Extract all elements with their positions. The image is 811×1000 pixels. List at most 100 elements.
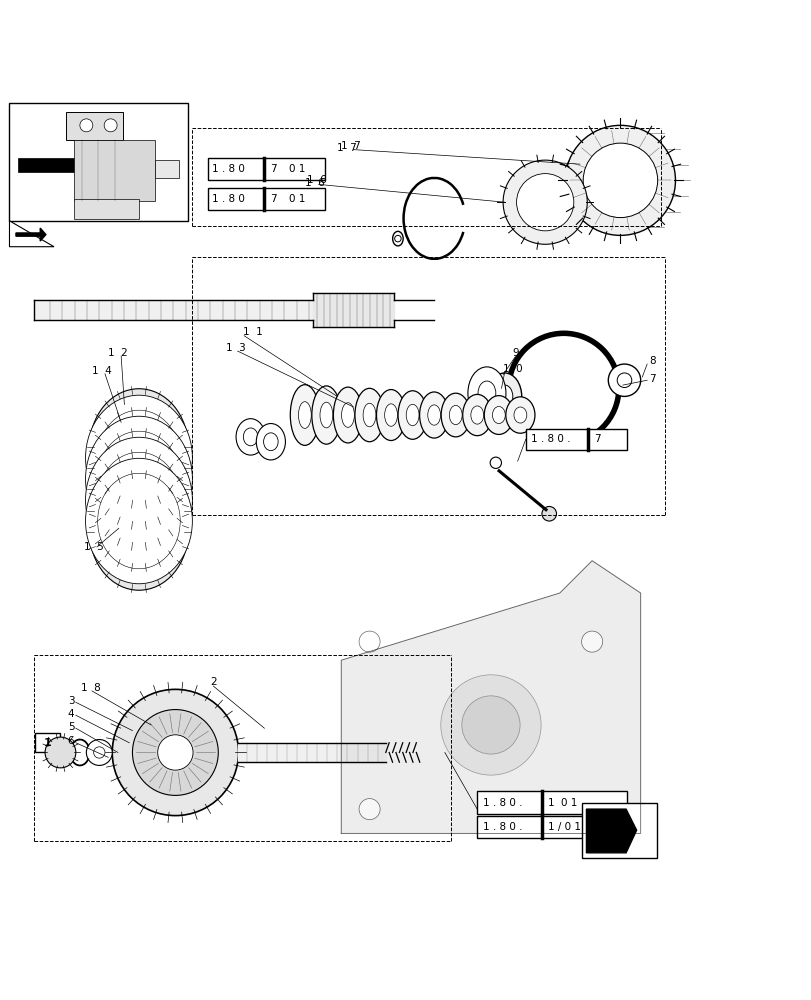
Ellipse shape xyxy=(419,392,448,438)
Text: 7: 7 xyxy=(270,194,277,204)
Text: 7: 7 xyxy=(648,374,654,384)
Text: 7: 7 xyxy=(270,164,277,174)
Bar xyxy=(10,103,187,221)
Text: 1 . 8 0: 1 . 8 0 xyxy=(212,164,244,174)
Circle shape xyxy=(503,160,586,244)
Ellipse shape xyxy=(496,385,513,408)
Polygon shape xyxy=(586,809,636,853)
Text: 8: 8 xyxy=(648,356,654,366)
Circle shape xyxy=(112,689,238,816)
Ellipse shape xyxy=(320,402,333,428)
Polygon shape xyxy=(341,561,640,833)
Circle shape xyxy=(440,675,540,775)
Ellipse shape xyxy=(127,433,151,462)
Ellipse shape xyxy=(243,428,258,446)
Circle shape xyxy=(358,631,380,652)
Bar xyxy=(581,803,656,858)
Text: 5: 5 xyxy=(67,722,75,732)
Circle shape xyxy=(86,740,112,765)
Ellipse shape xyxy=(376,390,406,441)
Ellipse shape xyxy=(85,437,192,563)
Ellipse shape xyxy=(483,396,513,434)
Ellipse shape xyxy=(236,419,265,455)
Circle shape xyxy=(616,373,631,388)
Ellipse shape xyxy=(384,404,397,426)
Ellipse shape xyxy=(127,454,151,483)
Bar xyxy=(74,199,139,219)
Ellipse shape xyxy=(397,391,427,439)
Text: 1  2: 1 2 xyxy=(108,348,128,358)
Circle shape xyxy=(582,143,657,218)
Ellipse shape xyxy=(298,402,311,428)
Ellipse shape xyxy=(89,410,188,527)
Text: 0 1: 0 1 xyxy=(560,798,577,808)
Ellipse shape xyxy=(127,517,151,546)
Ellipse shape xyxy=(109,413,168,482)
Bar xyxy=(66,112,122,140)
Text: 1 . 8 0: 1 . 8 0 xyxy=(212,194,244,204)
Ellipse shape xyxy=(513,407,526,423)
Ellipse shape xyxy=(470,406,483,424)
Circle shape xyxy=(358,799,380,820)
Ellipse shape xyxy=(448,405,461,425)
Ellipse shape xyxy=(363,403,375,427)
Text: 6: 6 xyxy=(67,736,75,746)
Ellipse shape xyxy=(341,403,354,427)
Text: 0 1: 0 1 xyxy=(288,164,305,174)
Text: 1 . 8 0 .: 1 . 8 0 . xyxy=(483,822,521,832)
Ellipse shape xyxy=(85,395,192,521)
Ellipse shape xyxy=(127,496,151,525)
Ellipse shape xyxy=(89,431,188,548)
Circle shape xyxy=(516,174,573,231)
Ellipse shape xyxy=(127,475,151,504)
Ellipse shape xyxy=(256,424,285,460)
Bar xyxy=(525,429,626,450)
Ellipse shape xyxy=(462,394,491,436)
Bar xyxy=(155,160,179,178)
Text: 9: 9 xyxy=(513,348,519,358)
Text: 1 . 8 0 .: 1 . 8 0 . xyxy=(530,434,570,444)
Ellipse shape xyxy=(97,410,180,506)
Polygon shape xyxy=(16,228,46,241)
Ellipse shape xyxy=(406,404,418,426)
Text: 4: 4 xyxy=(67,709,75,719)
Circle shape xyxy=(508,333,618,443)
Bar xyxy=(208,188,324,210)
Circle shape xyxy=(490,457,501,468)
Circle shape xyxy=(564,125,675,235)
Ellipse shape xyxy=(109,476,168,545)
Ellipse shape xyxy=(97,473,180,569)
Circle shape xyxy=(45,737,75,768)
Text: 1 . 8 0 .: 1 . 8 0 . xyxy=(483,798,521,808)
Ellipse shape xyxy=(478,381,496,405)
Ellipse shape xyxy=(393,231,403,246)
Ellipse shape xyxy=(109,455,168,524)
Ellipse shape xyxy=(333,387,362,443)
Text: 1  7: 1 7 xyxy=(337,143,357,153)
Ellipse shape xyxy=(89,473,188,590)
Text: 1  7: 1 7 xyxy=(341,141,361,151)
Ellipse shape xyxy=(427,405,440,425)
Text: 1  5: 1 5 xyxy=(84,542,104,552)
Ellipse shape xyxy=(89,452,188,569)
Ellipse shape xyxy=(467,367,505,419)
Circle shape xyxy=(607,364,640,396)
Circle shape xyxy=(93,747,105,758)
Text: 1: 1 xyxy=(547,798,554,808)
Ellipse shape xyxy=(97,452,180,548)
Ellipse shape xyxy=(505,397,534,433)
Bar xyxy=(36,733,59,752)
Circle shape xyxy=(79,119,92,132)
Text: 0 1: 0 1 xyxy=(288,194,305,204)
Circle shape xyxy=(157,735,193,770)
Text: 1 / 0 1: 1 / 0 1 xyxy=(547,822,580,832)
Circle shape xyxy=(461,696,520,754)
Bar xyxy=(208,158,324,180)
Bar xyxy=(18,158,74,172)
Ellipse shape xyxy=(311,386,341,444)
Circle shape xyxy=(581,631,602,652)
Ellipse shape xyxy=(85,416,192,542)
Bar xyxy=(74,140,155,201)
Ellipse shape xyxy=(290,385,319,445)
Bar xyxy=(477,816,626,838)
